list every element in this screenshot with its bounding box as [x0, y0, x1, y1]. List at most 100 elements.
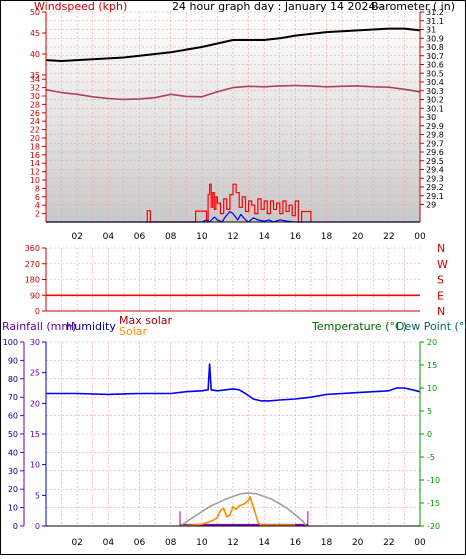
barometer-tick-label: 29.8 — [426, 131, 444, 140]
barometer-tick-label: 30 — [426, 113, 436, 122]
rainfall-tick-label: 0 — [35, 522, 40, 531]
temperature-tick-label: -5 — [427, 453, 435, 462]
barometer-tick-label: 30.4 — [426, 78, 444, 87]
rain-x-tick-label: 22 — [383, 538, 394, 548]
windspeed-tick-label: 28 — [30, 100, 40, 109]
temperature-series — [45, 84, 421, 101]
humidity-tick-label: 70 — [8, 393, 18, 402]
wind-x-tick-label: 06 — [134, 232, 146, 242]
barometer-tick-label: 29.3 — [426, 174, 444, 183]
windspeed-tick-label: 24 — [30, 117, 40, 126]
rainfall-tick-label: 5 — [35, 491, 40, 500]
temperature-tick-label: 15 — [427, 361, 437, 370]
temperature-tick-label: -15 — [427, 499, 440, 508]
wind-x-tick-label: 08 — [165, 232, 177, 242]
barometer-tick-label: 29.2 — [426, 183, 444, 192]
humidity-tick-label: 60 — [8, 412, 18, 421]
compass-label: E — [437, 289, 444, 302]
windspeed-tick-label: 26 — [30, 109, 40, 118]
humidity-tick-label: 80 — [8, 375, 18, 384]
max-solar-series — [179, 492, 307, 527]
barometer-tick-label: 29 — [426, 201, 436, 210]
rain-x-tick-label: 00 — [414, 538, 426, 548]
wind-panel-title: 24 hour graph day : January 14 2024-- — [172, 0, 383, 13]
rainfall-axis-label: Rainfall (mm) — [2, 320, 76, 333]
wind-x-tick-label: 22 — [383, 232, 394, 242]
barometer-tick-label: 31.2 — [426, 8, 444, 17]
humidity-tick-label: 20 — [8, 485, 18, 494]
barometer-tick-label: 29.9 — [426, 122, 444, 131]
humidity-tick-label: 90 — [8, 356, 18, 365]
windspeed-tick-label: 6 — [35, 193, 40, 202]
humidity-tick-label: 0 — [13, 522, 18, 531]
windspeed-tick-label: 22 — [30, 126, 40, 135]
windspeed-tick-label: 16 — [30, 151, 40, 160]
wind-series — [46, 210, 420, 223]
barometer-tick-label: 30.5 — [426, 69, 444, 78]
temperature-tick-label: 5 — [427, 407, 432, 416]
humidity-tick-label: 40 — [8, 448, 18, 457]
rainfall-tick-label: 10 — [30, 461, 40, 470]
wind-x-tick-label: 12 — [227, 232, 238, 242]
windspeed-axis-label: Windspeed (kph) — [34, 0, 127, 13]
direction-tick-label: 360 — [25, 244, 40, 253]
rain-x-tick-label: 06 — [134, 538, 146, 548]
rain-x-tick-label: 04 — [103, 538, 115, 548]
windspeed-tick-label: 30 — [30, 92, 40, 101]
dew-point-axis-label: Dew Point (°C) — [396, 320, 466, 333]
rainfall-tick-label: 15 — [30, 430, 40, 439]
windspeed-tick-label: 45 — [30, 29, 40, 38]
wind-gust-series — [145, 183, 312, 223]
direction-tick-label: 90 — [30, 291, 40, 300]
barometer-tick-label: 30.6 — [426, 61, 444, 70]
barometer-tick-label: 29.7 — [426, 139, 444, 148]
barometer-tick-label: 30.7 — [426, 52, 444, 61]
barometer-tick-label: 29.6 — [426, 148, 444, 157]
wind-x-tick-label: 02 — [71, 232, 82, 242]
temperature-tick-label: 10 — [427, 384, 437, 393]
humidity-tick-label: 50 — [8, 430, 18, 439]
barometer-tick-label: 30.2 — [426, 96, 444, 105]
compass-label: N — [437, 242, 445, 255]
rain-x-tick-label: 16 — [290, 538, 302, 548]
wind-x-tick-label: 14 — [258, 232, 270, 242]
wind-x-tick-label: 18 — [321, 232, 333, 242]
windspeed-tick-label: 12 — [30, 168, 40, 177]
barometer-axis-label: Barometer ( in) — [371, 0, 455, 13]
windspeed-tick-label: 2 — [35, 210, 40, 219]
wind-x-tick-label: 00 — [414, 232, 426, 242]
wind-x-tick-label: 20 — [352, 232, 364, 242]
barometer-tick-label: 31.1 — [426, 17, 444, 26]
barometer-tick-label: 29.4 — [426, 166, 444, 175]
rain-x-tick-label: 12 — [227, 538, 238, 548]
direction-tick-label: 0 — [35, 307, 40, 316]
compass-label: W — [437, 258, 448, 271]
barometer-tick-label: 30.8 — [426, 43, 444, 52]
windspeed-tick-label: 14 — [30, 159, 40, 168]
windspeed-tick-label: 8 — [35, 184, 40, 193]
barometer-tick-label: 30.3 — [426, 87, 444, 96]
temperature-tick-label: 0 — [427, 430, 432, 439]
humidity-tick-label: 10 — [8, 504, 18, 513]
direction-tick-label: 180 — [25, 276, 40, 285]
barometer-tick-label: 29.1 — [426, 192, 444, 201]
windspeed-tick-label: 35 — [30, 71, 40, 80]
barometer-tick-label: 29.5 — [426, 157, 444, 166]
rainfall-tick-label: 30 — [30, 338, 40, 347]
rain-x-tick-label: 10 — [196, 538, 208, 548]
temperature-tick-label: 20 — [427, 338, 437, 347]
temperature-tick-label: -10 — [427, 476, 440, 485]
humidity-tick-label: 30 — [8, 467, 18, 476]
wind-x-tick-label: 16 — [290, 232, 302, 242]
rain-x-tick-label: 20 — [352, 538, 364, 548]
rain-x-tick-label: 08 — [165, 538, 177, 548]
windspeed-tick-label: 40 — [30, 50, 40, 59]
windspeed-tick-label: 50 — [30, 8, 40, 17]
barometer-series — [45, 27, 421, 62]
windspeed-tick-label: 20 — [30, 134, 40, 143]
rainfall-tick-label: 20 — [30, 399, 40, 408]
max-solar-label: Max solar — [119, 314, 172, 327]
windspeed-tick-label: 34 — [30, 75, 40, 84]
